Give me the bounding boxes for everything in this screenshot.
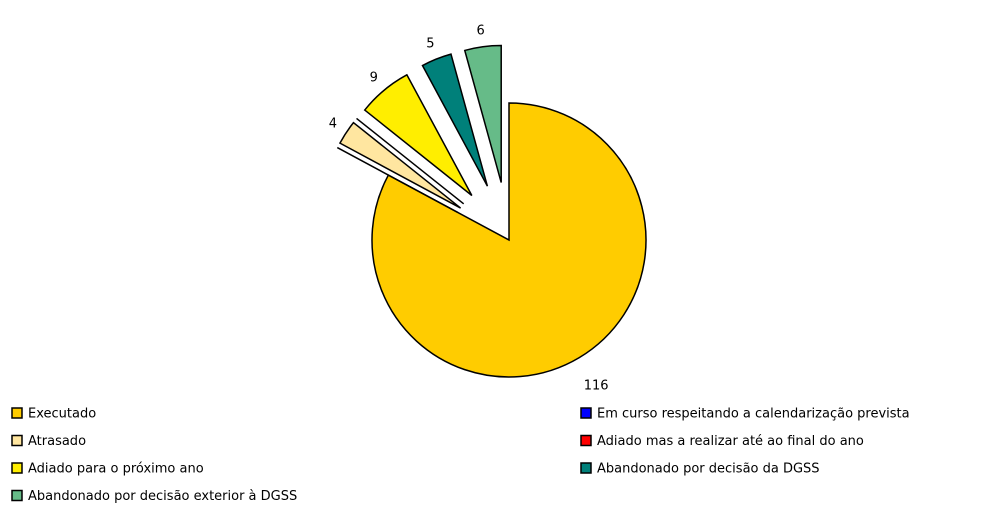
pie-slice xyxy=(371,102,647,378)
legend-label: Adiado mas a realizar até ao final do an… xyxy=(597,434,864,449)
data-label: 6 xyxy=(477,23,485,38)
legend-label: Atrasado xyxy=(28,434,86,449)
legend-label: Adiado para o próximo ano xyxy=(28,462,204,477)
pie-slice xyxy=(421,53,489,187)
legend-swatch xyxy=(580,462,592,474)
pie-slice xyxy=(463,44,502,183)
pie-slice xyxy=(363,73,473,197)
legend-label: Abandonado por decisão exterior à DGSS xyxy=(28,489,297,504)
legend-swatch xyxy=(580,407,592,419)
data-label: 4 xyxy=(329,116,337,131)
legend-label: Executado xyxy=(28,407,96,422)
pie-slice xyxy=(338,121,462,209)
legend-swatch xyxy=(11,489,23,502)
legend-label: Em curso respeitando a calendarização pr… xyxy=(597,407,910,422)
legend-swatch xyxy=(11,434,23,447)
data-label: 9 xyxy=(370,71,378,86)
data-label: 116 xyxy=(584,378,609,393)
legend-swatch xyxy=(580,434,592,447)
legend-label: Abandonado por decisão da DGSS xyxy=(597,462,820,477)
legend-swatch xyxy=(11,407,23,419)
data-label: 5 xyxy=(426,37,434,52)
pie-slice xyxy=(336,146,459,214)
legend-swatch xyxy=(11,462,23,474)
